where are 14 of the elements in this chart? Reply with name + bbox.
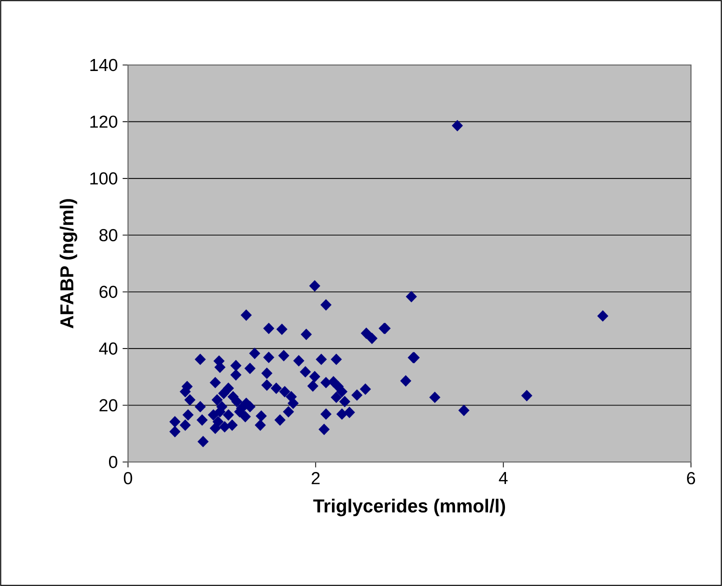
y-tick-label: 100 xyxy=(90,172,118,185)
y-tick-label: 140 xyxy=(90,58,118,72)
x-tick-label: 0 xyxy=(124,472,132,484)
x-tick-label: 4 xyxy=(498,472,508,484)
y-tick-label: 40 xyxy=(99,342,118,355)
y-tick-label: 80 xyxy=(99,228,118,242)
x-tick-label: 6 xyxy=(687,472,696,484)
x-tick-label: 2 xyxy=(312,472,320,484)
y-axis-title: AFABP (ng/ml) xyxy=(60,199,78,328)
y-tick-label: 60 xyxy=(100,286,118,298)
y-tick-label: 20 xyxy=(100,399,118,412)
y-tick-label: 120 xyxy=(90,116,118,128)
x-axis-title: Triglycerides (mmol/l) xyxy=(313,498,506,516)
y-tick-label: 0 xyxy=(108,456,118,468)
